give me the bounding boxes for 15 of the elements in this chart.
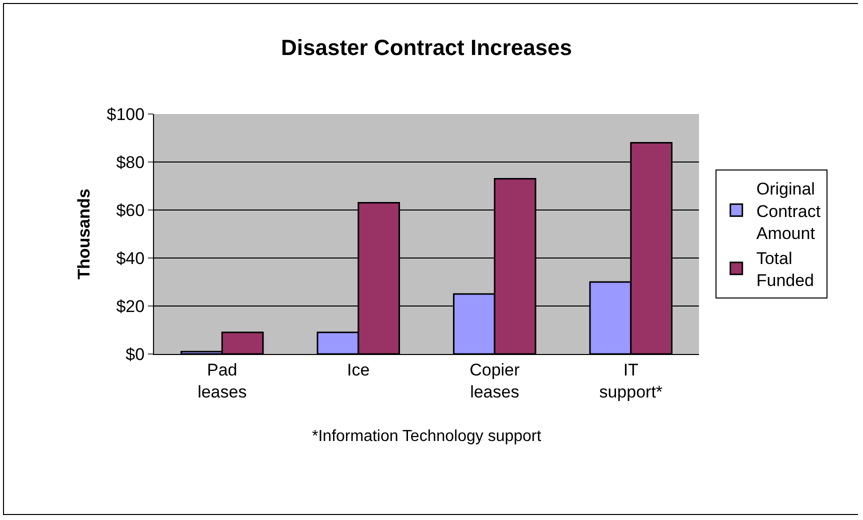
- chart-title: Disaster Contract Increases: [280, 35, 572, 60]
- legend-label: Original Contract Amount: [756, 180, 821, 243]
- y-tick-label: $80: [116, 152, 145, 172]
- y-axis-title: Thousands: [74, 188, 94, 280]
- x-tick-label: Pad leases: [198, 360, 247, 402]
- legend-label: Total Funded: [756, 248, 814, 290]
- y-tick-label: $0: [126, 344, 145, 364]
- y-tick-label: $60: [116, 200, 145, 220]
- x-tick-label: Ice: [347, 360, 370, 380]
- x-tick-label: IT support*: [599, 360, 663, 402]
- x-tick-label: Copier leases: [470, 360, 520, 402]
- y-tick-label: $20: [116, 296, 145, 316]
- y-tick-label: $40: [116, 248, 145, 268]
- text: *Information Technology support: [312, 428, 542, 445]
- y-tick-label: $100: [106, 104, 145, 124]
